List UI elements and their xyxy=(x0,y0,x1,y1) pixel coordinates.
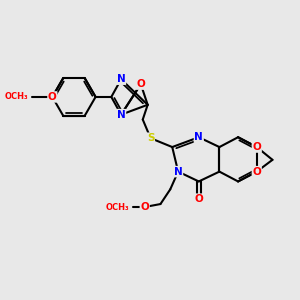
Text: O: O xyxy=(252,167,261,177)
Text: O: O xyxy=(140,202,149,212)
Text: O: O xyxy=(194,194,203,204)
Text: O: O xyxy=(48,92,57,102)
Text: N: N xyxy=(174,167,182,177)
Text: O: O xyxy=(252,142,261,152)
Text: OCH₃: OCH₃ xyxy=(4,92,28,101)
Text: OCH₃: OCH₃ xyxy=(105,202,129,211)
Text: N: N xyxy=(194,132,203,142)
Text: N: N xyxy=(117,74,125,84)
Text: O: O xyxy=(136,79,145,89)
Text: S: S xyxy=(147,133,154,143)
Text: N: N xyxy=(117,110,125,120)
